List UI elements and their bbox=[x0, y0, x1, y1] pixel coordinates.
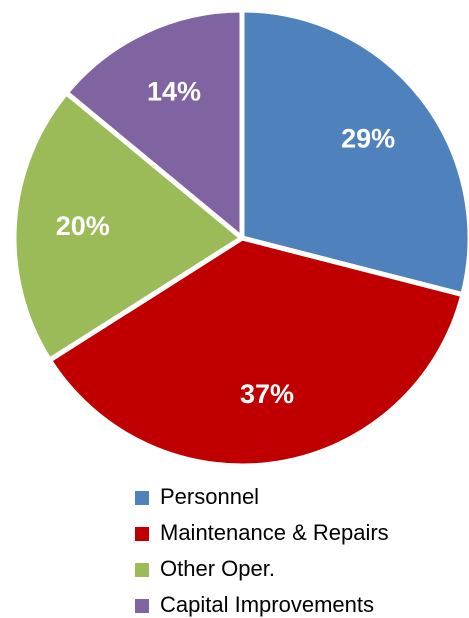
data-label: 37% bbox=[240, 379, 294, 409]
pie-slice bbox=[239, 7, 469, 298]
legend-swatch bbox=[135, 563, 149, 577]
pie-slice bbox=[11, 90, 245, 363]
data-label: 29% bbox=[341, 123, 395, 153]
legend-label: Capital Improvements bbox=[160, 592, 374, 617]
pie-slice bbox=[63, 7, 245, 241]
legend-label: Maintenance & Repairs bbox=[160, 520, 389, 545]
legend-swatch bbox=[135, 491, 149, 505]
legend-label: Other Oper. bbox=[160, 556, 275, 581]
legend-label: Personnel bbox=[160, 484, 259, 509]
legend-swatch bbox=[135, 599, 149, 613]
legend-swatch bbox=[135, 527, 149, 541]
data-label: 20% bbox=[56, 211, 110, 241]
data-label: 14% bbox=[147, 77, 201, 107]
